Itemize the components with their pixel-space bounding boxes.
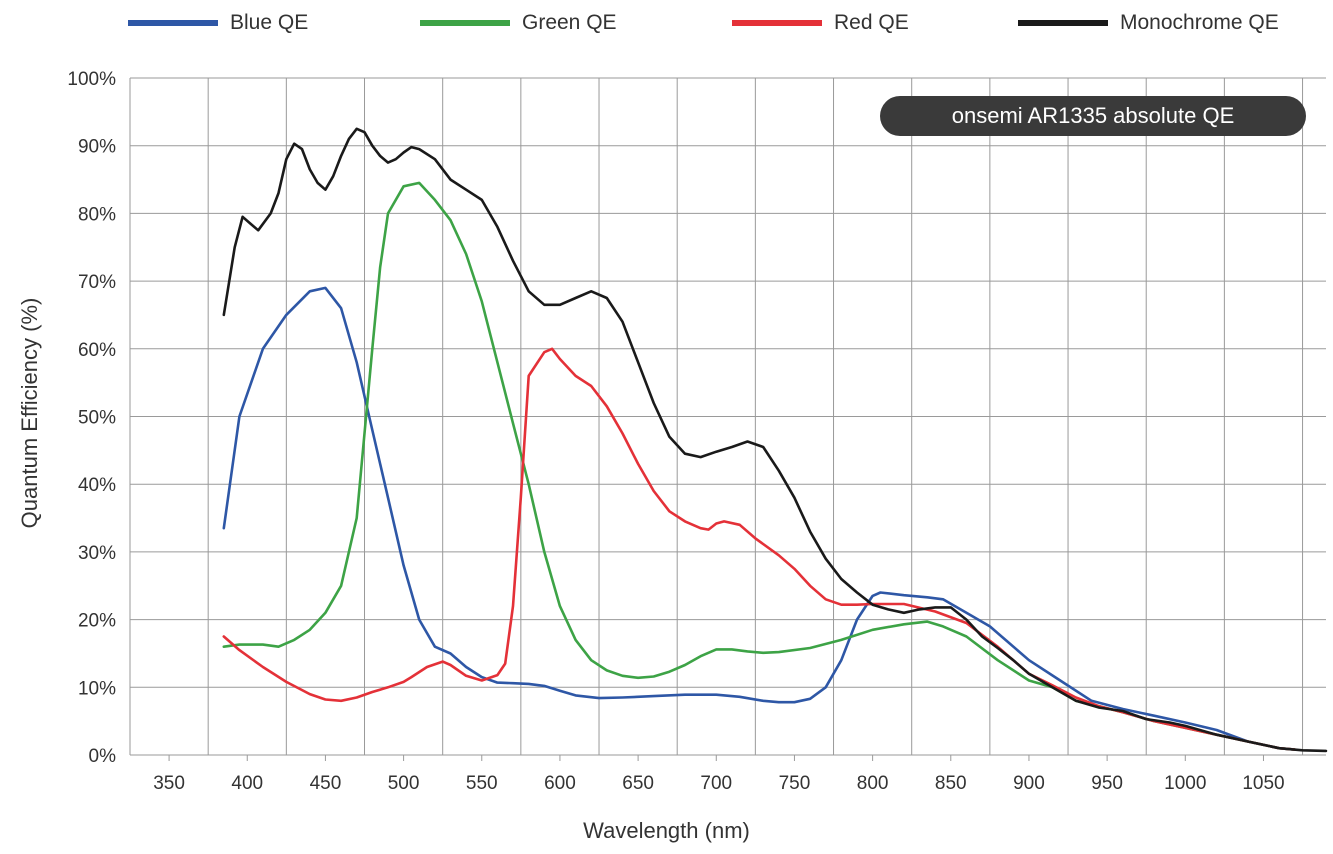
y-tick-label: 100%	[67, 69, 116, 90]
x-tick-label: 350	[153, 773, 185, 794]
x-tick-label: 500	[388, 773, 420, 794]
chart-title-badge: onsemi AR1335 absolute QE	[880, 96, 1306, 136]
legend-item-mono: Monochrome QE	[1018, 8, 1279, 38]
y-tick-label: 20%	[78, 611, 116, 632]
legend-swatch-blue	[128, 20, 218, 26]
monochrome-qe-line	[222, 127, 1328, 753]
y-tick-label: 30%	[78, 543, 116, 564]
x-tick-label: 1000	[1164, 773, 1206, 794]
y-tick-label: 90%	[78, 137, 116, 158]
x-tick-label: 900	[1013, 773, 1045, 794]
x-tick-label: 550	[466, 773, 498, 794]
axes	[129, 78, 1326, 761]
legend-item-blue: Blue QE	[128, 8, 308, 38]
legend-label-mono: Monochrome QE	[1120, 11, 1279, 34]
series-lines	[222, 127, 1328, 753]
y-tick-label: 40%	[78, 475, 116, 496]
y-tick-label: 70%	[78, 272, 116, 293]
x-axis-title: Wavelength (nm)	[583, 818, 750, 843]
x-tick-label: 450	[310, 773, 342, 794]
x-tick-label: 750	[779, 773, 811, 794]
legend-label-blue: Blue QE	[230, 11, 309, 34]
y-tick-label: 60%	[78, 340, 116, 361]
legend-item-red: Red QE	[732, 8, 909, 38]
x-tick-label: 700	[700, 773, 732, 794]
y-tick-label: 80%	[78, 204, 116, 225]
x-tick-label: 850	[935, 773, 967, 794]
x-tick-labels: 350 400 450 500 550 600 650 700 750 800 850 900 950 1…	[153, 773, 1284, 794]
x-tick-label: 950	[1091, 773, 1123, 794]
y-tick-label: 50%	[78, 408, 116, 429]
y-tick-label: 0%	[89, 746, 117, 767]
blue-qe-line	[222, 286, 1296, 751]
grid	[130, 77, 1326, 755]
y-axis-title: Quantum Efficiency (%)	[17, 297, 42, 529]
x-tick-label: 400	[231, 773, 263, 794]
legend-item-green: Green QE	[420, 8, 617, 38]
legend: Blue QE Green QE Red QE Monochrome QE	[0, 8, 1333, 38]
legend-swatch-green	[420, 20, 510, 26]
x-tick-label: 1050	[1242, 773, 1284, 794]
y-tick-label: 10%	[78, 678, 116, 699]
x-tick-label: 800	[857, 773, 889, 794]
legend-swatch-red	[732, 20, 822, 26]
y-tick-labels: 0% 10% 20% 30% 40% 50% 60% 70% 80% 90% 100%	[67, 69, 116, 767]
green-qe-line	[222, 181, 1296, 751]
x-tick-label: 600	[544, 773, 576, 794]
red-qe-line	[222, 347, 1296, 751]
legend-swatch-mono	[1018, 20, 1108, 26]
x-tick-label: 650	[622, 773, 654, 794]
legend-label-green: Green QE	[522, 11, 617, 34]
legend-label-red: Red QE	[834, 11, 909, 34]
